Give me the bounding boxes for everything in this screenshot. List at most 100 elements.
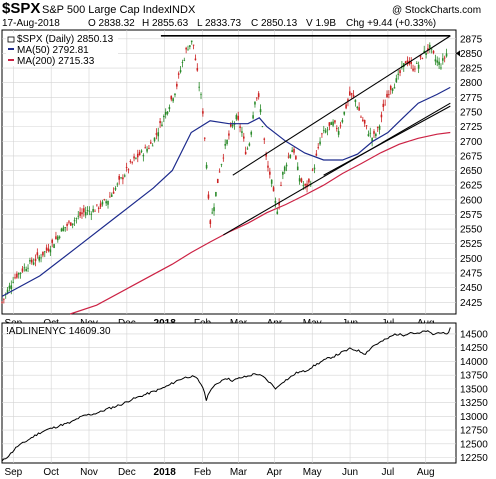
candle — [272, 185, 275, 192]
candle — [373, 129, 375, 138]
candle-body — [200, 94, 202, 96]
candle — [177, 71, 180, 79]
price-gridlines — [2, 30, 456, 314]
candle-body — [47, 248, 50, 251]
candle-body — [376, 127, 379, 128]
candle — [17, 272, 20, 279]
candle — [412, 64, 414, 72]
candle — [337, 126, 340, 138]
candle — [94, 209, 96, 212]
candle-body — [265, 153, 267, 157]
candle — [369, 127, 372, 138]
y-tick-label: 2550 — [460, 225, 483, 236]
candle-body — [131, 161, 134, 163]
candle — [317, 143, 320, 150]
y-tick-label: 2650 — [460, 166, 483, 177]
legend-entry-price: $SPX (Daily) 2850.13 — [7, 34, 114, 45]
candle — [376, 126, 379, 132]
x-tick-label: Oct — [43, 467, 59, 478]
price-panel: 2425 2450 2475 2500 2525 2550 2575 2600 2625 2650… — [1, 29, 483, 329]
candle-body — [190, 40, 193, 43]
x-tick-label: Sep — [4, 467, 22, 478]
candle-body — [423, 50, 426, 53]
candle-body — [194, 58, 197, 61]
candle — [38, 254, 41, 263]
candle-body — [70, 222, 72, 226]
y-tick-label: 2700 — [460, 137, 483, 148]
x-tick-label: Feb — [194, 467, 212, 478]
candle-body — [157, 132, 160, 137]
candle-body — [339, 125, 342, 127]
candle-body — [430, 48, 433, 50]
candle-body — [415, 63, 418, 64]
candle — [81, 208, 83, 219]
candle-body — [434, 59, 437, 62]
candle — [432, 50, 435, 55]
candle — [148, 144, 150, 150]
candle-body — [90, 213, 93, 215]
candle — [311, 168, 314, 172]
candle — [332, 119, 334, 128]
candle — [319, 137, 321, 146]
candle-body — [14, 277, 16, 279]
candle-body — [322, 130, 325, 132]
exchange: INDX — [169, 4, 196, 16]
candle-body — [146, 148, 148, 152]
candle — [36, 248, 39, 259]
candle — [384, 99, 386, 106]
candle-body — [12, 281, 14, 283]
candle — [84, 206, 87, 219]
candle-body — [135, 157, 137, 159]
candle — [395, 74, 398, 84]
candle-body — [110, 194, 113, 197]
candle — [73, 217, 76, 227]
candle — [283, 165, 286, 175]
x-tick-label: Apr — [267, 467, 283, 478]
candle-body — [272, 187, 275, 192]
candle-body — [237, 115, 240, 120]
candle-body — [289, 154, 292, 158]
candle — [151, 143, 154, 147]
candle — [252, 111, 254, 120]
candle-body — [295, 156, 297, 160]
candle — [12, 276, 14, 284]
candle-body — [443, 57, 446, 59]
candle-body — [88, 210, 91, 212]
y-tick-label: 12750 — [460, 426, 488, 437]
candle-body — [367, 134, 370, 137]
candle-body — [109, 196, 111, 198]
candle — [30, 257, 33, 265]
candle-body — [23, 267, 26, 269]
x-tick-label: Nov — [80, 467, 98, 478]
candle — [389, 84, 392, 95]
candle — [421, 57, 424, 60]
quote-change: Chg +9.44 (+0.33%) — [346, 18, 436, 29]
candle-body — [324, 130, 327, 133]
candle — [244, 146, 247, 155]
candle-body — [425, 52, 427, 55]
candle-body — [133, 156, 135, 159]
candle-body — [103, 199, 106, 201]
candle — [324, 128, 327, 134]
candle-body — [125, 166, 128, 168]
legend-label: $SPX (Daily) 2850.13 — [17, 34, 114, 45]
candle-body — [274, 200, 277, 203]
legend-entry-ma200: MA(200) 2715.33 — [8, 56, 95, 67]
candle — [75, 217, 78, 224]
candle — [112, 187, 115, 194]
candle-body — [397, 73, 399, 75]
y-tick-label: 2800 — [460, 78, 483, 89]
y-tick-label: 2525 — [460, 239, 483, 250]
candle-body — [196, 68, 199, 71]
candle — [90, 211, 93, 221]
candle-body — [136, 153, 139, 158]
candle-body — [99, 203, 102, 207]
candle-body — [73, 220, 76, 222]
candle-body — [150, 142, 152, 144]
candle-body — [317, 147, 320, 149]
candle-body — [269, 171, 271, 175]
candle-body — [389, 85, 392, 90]
candle-body — [77, 215, 80, 217]
candle — [183, 57, 186, 62]
candle — [391, 87, 394, 94]
